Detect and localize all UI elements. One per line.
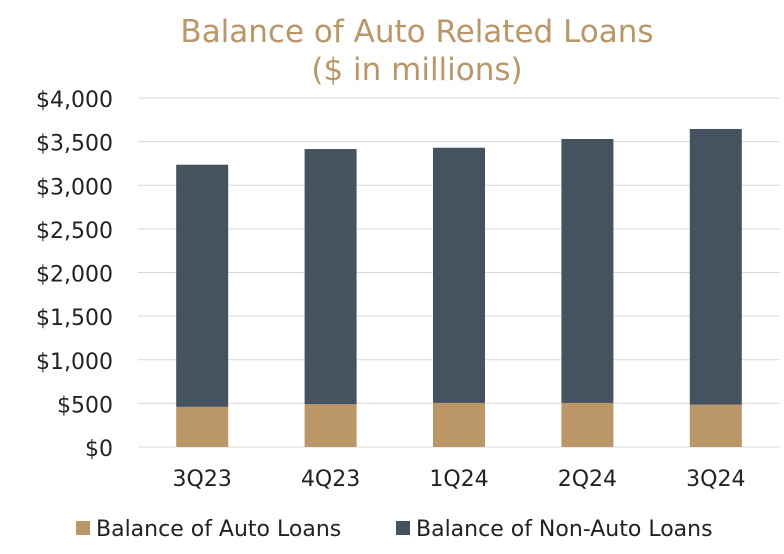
chart-subtitle: ($ in millions): [311, 52, 522, 88]
bars: [176, 128, 742, 447]
bar-non-auto-loans: [304, 149, 357, 405]
bar-auto-loans: [689, 404, 742, 447]
y-tick-label: $3,500: [36, 132, 113, 157]
legend-swatch-non-auto: [396, 521, 410, 535]
bar-non-auto-loans: [689, 128, 742, 405]
y-tick-label: $500: [57, 393, 113, 418]
y-tick-label: $2,500: [36, 219, 113, 244]
bar-non-auto-loans: [433, 147, 485, 403]
y-axis-ticks: $0 $500 $1,000 $1,500 $2,000 $2,500 $3,000 $3,5…: [36, 88, 113, 462]
y-tick-label: $0: [85, 437, 113, 462]
bar-non-auto-loans: [561, 139, 614, 403]
legend: Balance of Auto Loans Balance of Non-Auto…: [76, 517, 713, 542]
bar-auto-loans: [561, 402, 614, 447]
y-tick-label: $4,000: [36, 88, 113, 113]
x-tick-label: 3Q24: [686, 467, 745, 492]
y-tick-label: $1,000: [36, 350, 113, 375]
bar-auto-loans: [433, 402, 485, 447]
bar-non-auto-loans: [176, 164, 229, 407]
legend-label-non-auto: Balance of Non-Auto Loans: [416, 517, 713, 542]
legend-label-auto: Balance of Auto Loans: [96, 517, 341, 542]
chart-title: Balance of Auto Related Loans: [180, 14, 653, 50]
x-tick-label: 3Q23: [173, 467, 232, 492]
x-tick-label: 2Q24: [558, 467, 617, 492]
x-axis-ticks: 3Q23 4Q23 1Q24 2Q24 3Q24: [173, 467, 746, 492]
bar-auto-loans: [176, 406, 229, 447]
y-tick-label: $2,000: [36, 263, 113, 288]
y-tick-label: $3,000: [36, 175, 113, 200]
x-tick-label: 1Q24: [429, 467, 488, 492]
bar-auto-loans: [304, 404, 357, 447]
y-tick-label: $1,500: [36, 306, 113, 331]
x-tick-label: 4Q23: [301, 467, 360, 492]
legend-swatch-auto: [76, 521, 90, 535]
